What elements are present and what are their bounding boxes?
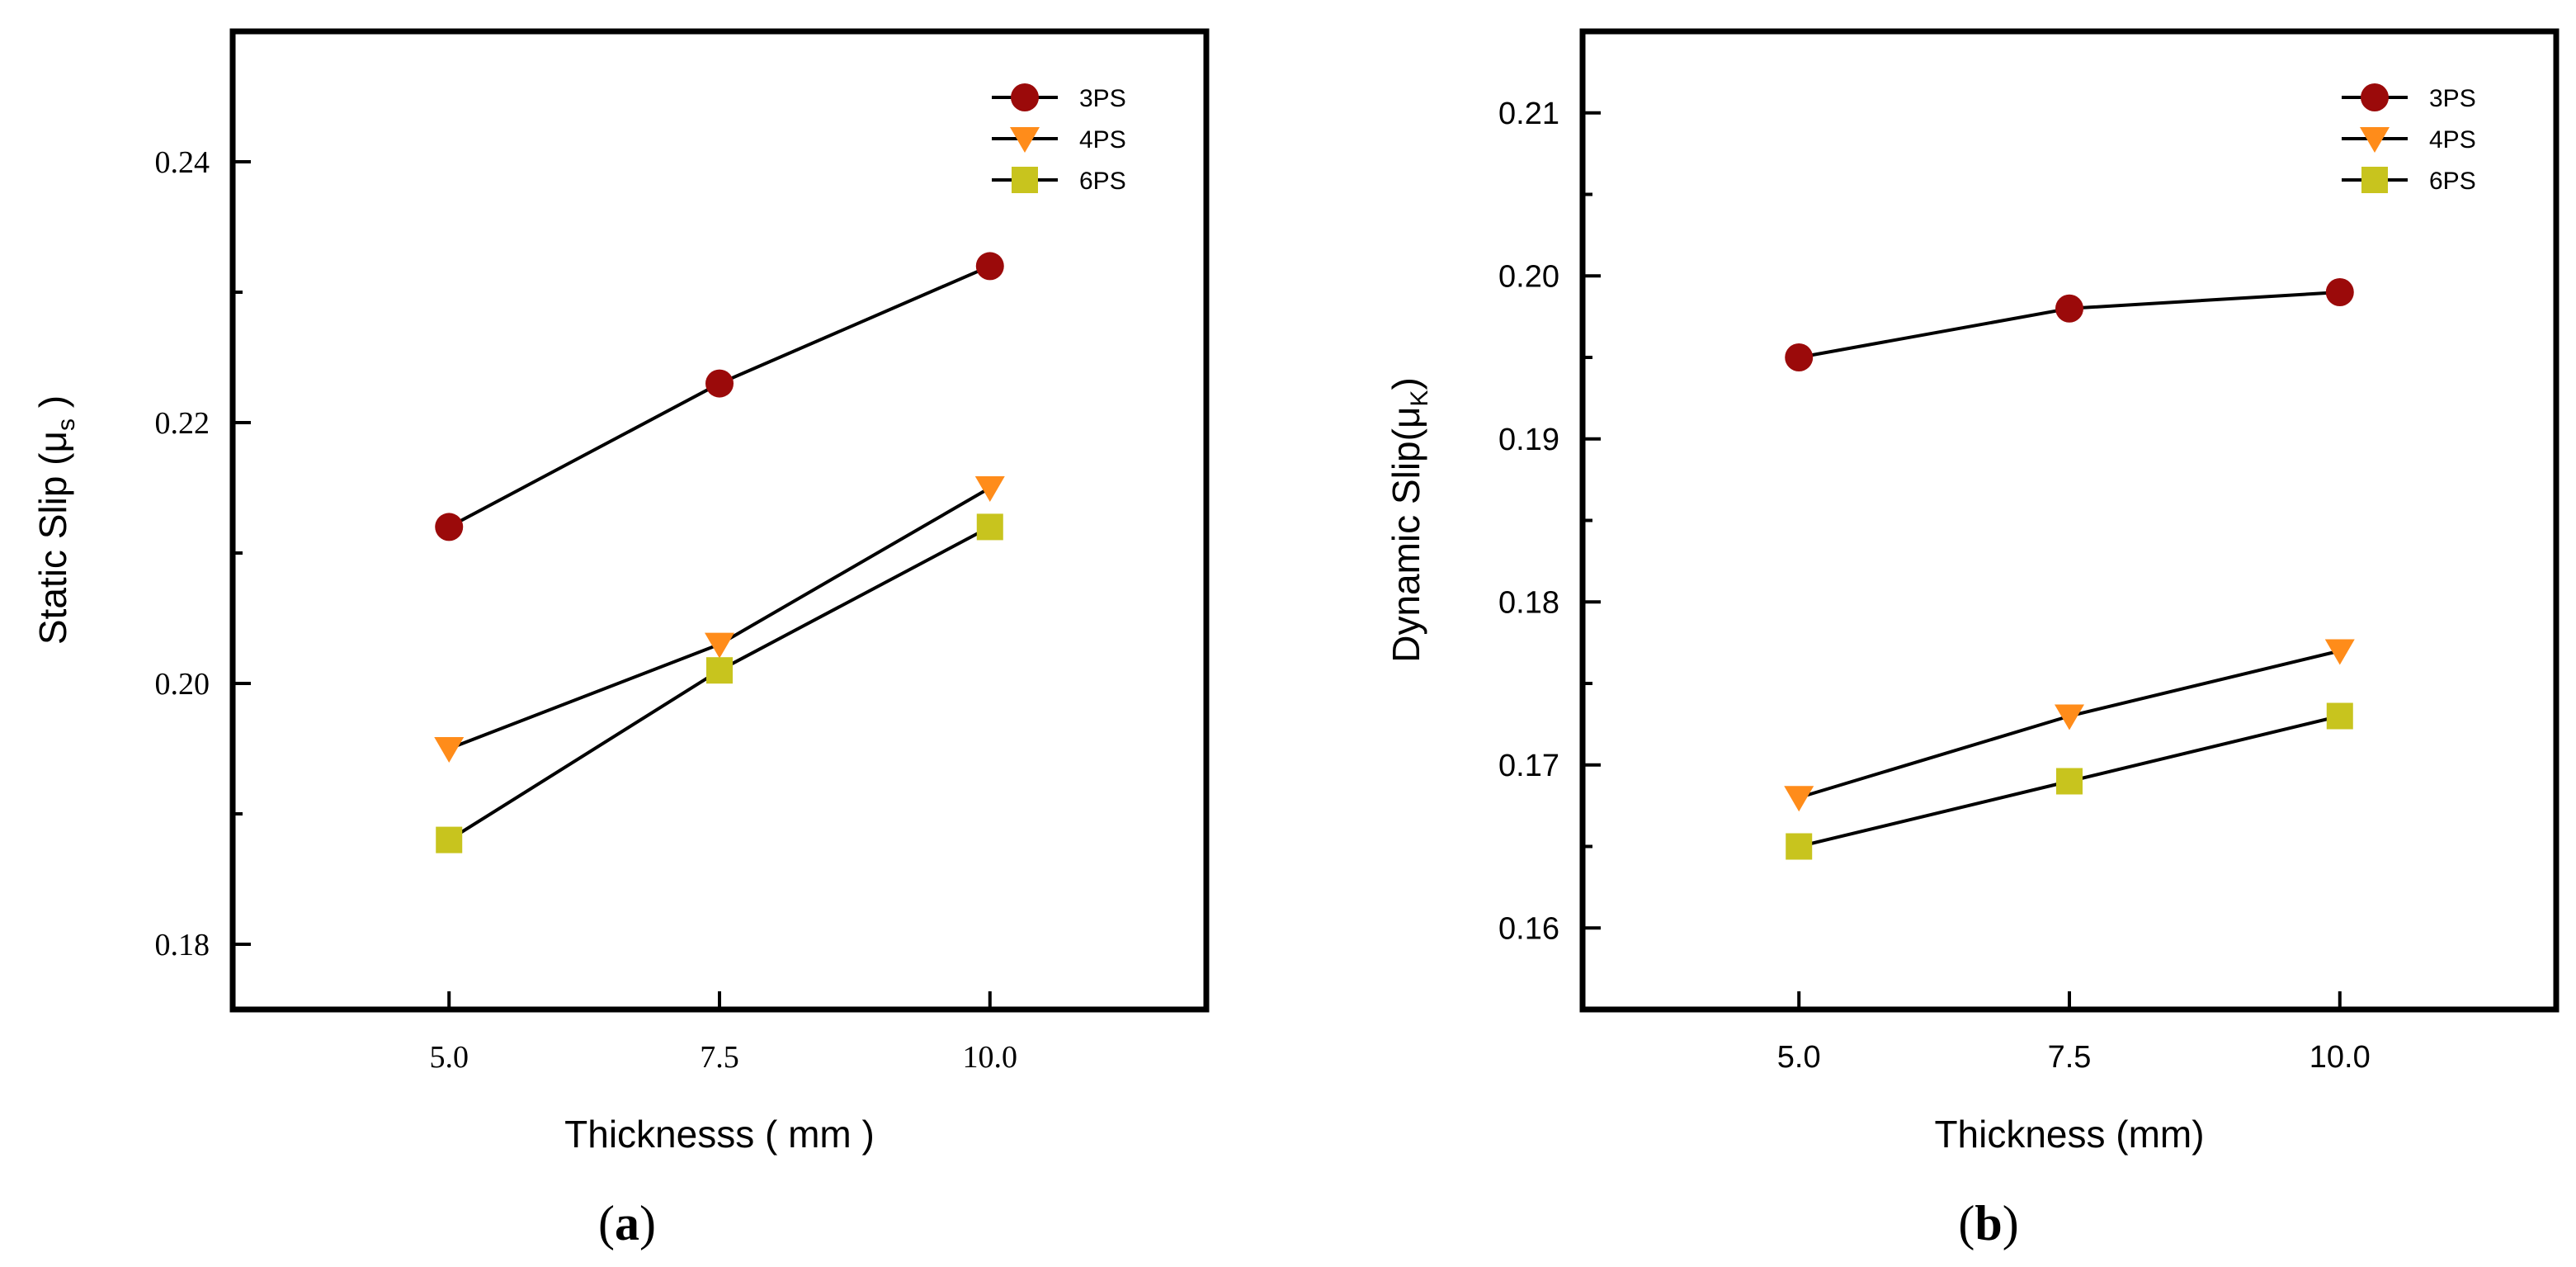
legend-label-4ps: 4PS [2429, 126, 2476, 154]
plot-frame-a [229, 28, 1210, 1013]
legend-marker-6ps [1012, 167, 1038, 193]
legend-marker-6ps [2361, 167, 2388, 193]
data-point-6ps [2326, 702, 2353, 730]
x-tick-label: 7.5 [700, 1040, 739, 1075]
x-tick-label: 5.0 [429, 1040, 469, 1075]
data-point-6ps [706, 657, 733, 684]
series-layer-b [1784, 278, 2355, 860]
y-tick-label: 0.20 [155, 667, 210, 702]
y-axis-title-a: Static Slip (μs ) [31, 395, 80, 645]
y-tick-label: 0.18 [1498, 585, 1559, 620]
data-point-3ps [705, 369, 734, 398]
data-point-4ps [2324, 639, 2355, 665]
x-tick-label: 5.0 [1777, 1040, 1821, 1075]
legend-marker-3ps [2361, 83, 2389, 111]
data-point-4ps [974, 476, 1005, 502]
legend-b: 3PS 4PS 6PS [2342, 83, 2476, 195]
legend-a: 3PS 4PS 6PS [992, 83, 1126, 195]
legend-label-3ps: 3PS [2429, 85, 2476, 112]
y-tick-label: 0.18 [155, 928, 210, 962]
panel-label-b: (b) [1958, 1196, 2018, 1250]
y-tick-label: 0.22 [155, 406, 210, 441]
y-tick-label: 0.16 [1498, 911, 1559, 946]
x-axis-title-a: Thicknesss ( mm ) [564, 1113, 875, 1156]
data-point-3ps [435, 513, 464, 541]
data-point-6ps [2056, 768, 2083, 795]
y-tick-label: 0.17 [1498, 749, 1559, 783]
data-point-4ps [705, 632, 734, 659]
y-axis-title-b: Dynamic Slip(μK) [1385, 377, 1433, 663]
y-tick-label: 0.19 [1498, 423, 1559, 457]
x-tick-label: 10.0 [2309, 1040, 2371, 1075]
data-point-6ps [436, 826, 463, 853]
x-tick-label: 10.0 [963, 1040, 1018, 1075]
series-line-4ps [448, 486, 991, 750]
y-axis-a: 0.18 0.20 0.22 0.24 [155, 145, 251, 962]
x-axis-title-b: Thickness (mm) [1934, 1113, 2204, 1156]
data-point-4ps [1784, 786, 1814, 812]
legend-marker-4ps [1010, 127, 1040, 153]
chart-panel-a: 0.18 0.20 0.22 0.24 5.0 7.5 10.0 3PS 4PS 6PS Th… [31, 28, 1210, 1250]
panel-label-a: (a) [598, 1196, 656, 1250]
legend-marker-4ps [2360, 127, 2390, 153]
data-point-4ps [2055, 704, 2084, 730]
x-axis-a: 5.0 7.5 10.0 [429, 991, 1017, 1075]
data-point-3ps [1785, 343, 1814, 371]
data-point-3ps [2325, 278, 2354, 306]
legend-label-3ps: 3PS [1079, 85, 1126, 112]
x-tick-label: 7.5 [2048, 1040, 2092, 1075]
x-axis-b: 5.0 7.5 10.0 [1777, 991, 2371, 1075]
legend-marker-3ps [1011, 83, 1039, 111]
legend-label-6ps: 6PS [1079, 168, 1126, 195]
series-layer-a [434, 252, 1005, 853]
y-tick-label: 0.20 [1498, 259, 1559, 294]
plot-frame-b [1579, 28, 2559, 1013]
data-point-4ps [434, 737, 465, 763]
data-point-3ps [975, 252, 1004, 281]
y-tick-label: 0.24 [155, 145, 210, 180]
legend-label-4ps: 4PS [1079, 126, 1126, 154]
y-tick-label: 0.21 [1498, 97, 1559, 131]
data-point-6ps [976, 513, 1003, 541]
legend-label-6ps: 6PS [2429, 168, 2476, 195]
data-point-6ps [1786, 833, 1813, 860]
y-axis-b: 0.16 0.17 0.18 0.19 0.20 0.21 [1498, 97, 1601, 946]
chart-panel-b: 0.16 0.17 0.18 0.19 0.20 0.21 5.0 7.5 10.0 3PS 4… [1385, 28, 2559, 1250]
data-point-3ps [2055, 294, 2083, 323]
